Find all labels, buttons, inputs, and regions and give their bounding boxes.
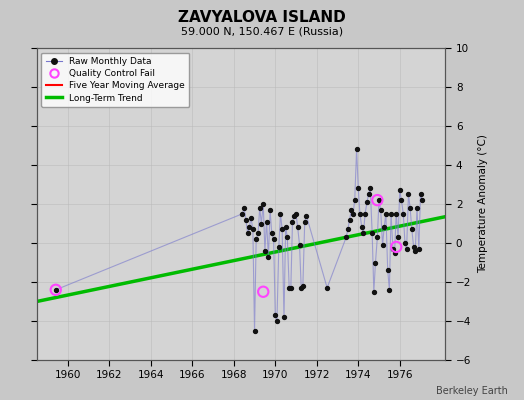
Raw Monthly Data [290, 212, 299, 219]
Raw Monthly Data [406, 205, 414, 211]
Raw Monthly Data [349, 210, 357, 217]
Raw Monthly Data [399, 210, 408, 217]
Raw Monthly Data [345, 216, 354, 223]
Raw Monthly Data [299, 283, 307, 289]
Raw Monthly Data [266, 207, 274, 213]
Raw Monthly Data [283, 234, 291, 240]
Raw Monthly Data [287, 285, 295, 291]
Quality Control Fail [392, 244, 400, 250]
Raw Monthly Data [408, 226, 416, 232]
Quality Control Fail [51, 286, 60, 293]
Raw Monthly Data [401, 240, 409, 246]
Raw Monthly Data [390, 250, 399, 256]
Raw Monthly Data [278, 226, 286, 232]
Raw Monthly Data [344, 226, 352, 232]
Raw Monthly Data [276, 210, 285, 217]
Raw Monthly Data [369, 288, 378, 295]
Raw Monthly Data [342, 234, 351, 240]
Raw Monthly Data [347, 207, 356, 213]
Raw Monthly Data [261, 248, 269, 254]
Raw Monthly Data [301, 218, 309, 225]
Raw Monthly Data [259, 201, 267, 207]
Raw Monthly Data [292, 210, 300, 217]
Raw Monthly Data [387, 210, 395, 217]
Raw Monthly Data [414, 246, 423, 252]
Raw Monthly Data [302, 212, 311, 219]
Raw Monthly Data [396, 187, 404, 194]
Raw Monthly Data [402, 246, 411, 252]
Raw Monthly Data [409, 244, 418, 250]
Raw Monthly Data [271, 312, 279, 318]
Quality Control Fail [373, 197, 381, 203]
Raw Monthly Data [240, 205, 248, 211]
Raw Monthly Data [389, 246, 397, 252]
Raw Monthly Data [256, 205, 264, 211]
Raw Monthly Data [394, 234, 402, 240]
Raw Monthly Data [397, 197, 406, 203]
Raw Monthly Data [380, 224, 388, 230]
Raw Monthly Data [405, 191, 413, 198]
Raw Monthly Data [285, 285, 293, 291]
Raw Monthly Data [392, 210, 400, 217]
Raw Monthly Data [296, 242, 304, 248]
Raw Monthly Data [376, 207, 385, 213]
Raw Monthly Data [281, 224, 290, 230]
Raw Monthly Data [238, 210, 247, 217]
Raw Monthly Data [354, 185, 363, 192]
Text: ZAVYALOVA ISLAND: ZAVYALOVA ISLAND [178, 10, 346, 25]
Raw Monthly Data [263, 218, 271, 225]
Raw Monthly Data [280, 314, 288, 320]
Raw Monthly Data [51, 286, 60, 293]
Raw Monthly Data [250, 328, 259, 334]
Raw Monthly Data [272, 318, 281, 324]
Raw Monthly Data [252, 236, 260, 242]
Raw Monthly Data [381, 210, 390, 217]
Raw Monthly Data [359, 230, 368, 236]
Raw Monthly Data [264, 254, 272, 260]
Raw Monthly Data [363, 199, 371, 205]
Raw Monthly Data [384, 267, 392, 274]
Raw Monthly Data [378, 242, 387, 248]
Raw Monthly Data [245, 224, 254, 230]
Raw Monthly Data [297, 285, 305, 291]
Quality Control Fail [259, 288, 267, 295]
Text: 59.000 N, 150.467 E (Russia): 59.000 N, 150.467 E (Russia) [181, 26, 343, 36]
Raw Monthly Data [353, 146, 361, 153]
Text: Berkeley Earth: Berkeley Earth [436, 386, 508, 396]
Raw Monthly Data [365, 191, 373, 198]
Raw Monthly Data [373, 234, 381, 240]
Raw Monthly Data [254, 230, 262, 236]
Raw Monthly Data [268, 230, 276, 236]
Raw Monthly Data [361, 210, 369, 217]
Raw Monthly Data [375, 197, 383, 203]
Raw Monthly Data [366, 185, 375, 192]
Y-axis label: Temperature Anomaly (°C): Temperature Anomaly (°C) [478, 134, 488, 274]
Raw Monthly Data [247, 214, 255, 221]
Raw Monthly Data [372, 259, 380, 266]
Raw Monthly Data [242, 216, 250, 223]
Raw Monthly Data [351, 197, 359, 203]
Raw Monthly Data [368, 230, 376, 236]
Raw Monthly Data [275, 244, 283, 250]
Raw Monthly Data [323, 285, 331, 291]
Legend: Raw Monthly Data, Quality Control Fail, Five Year Moving Average, Long-Term Tren: Raw Monthly Data, Quality Control Fail, … [41, 52, 190, 107]
Raw Monthly Data [356, 210, 364, 217]
Raw Monthly Data [257, 220, 266, 227]
Raw Monthly Data [413, 205, 421, 211]
Raw Monthly Data [244, 230, 252, 236]
Raw Monthly Data [269, 236, 278, 242]
Raw Monthly Data [357, 224, 366, 230]
Raw Monthly Data [418, 197, 427, 203]
Raw Monthly Data [249, 226, 257, 232]
Raw Monthly Data [385, 286, 394, 293]
Raw Monthly Data [288, 218, 297, 225]
Raw Monthly Data [293, 224, 302, 230]
Raw Monthly Data [416, 191, 424, 198]
Raw Monthly Data [411, 248, 420, 254]
